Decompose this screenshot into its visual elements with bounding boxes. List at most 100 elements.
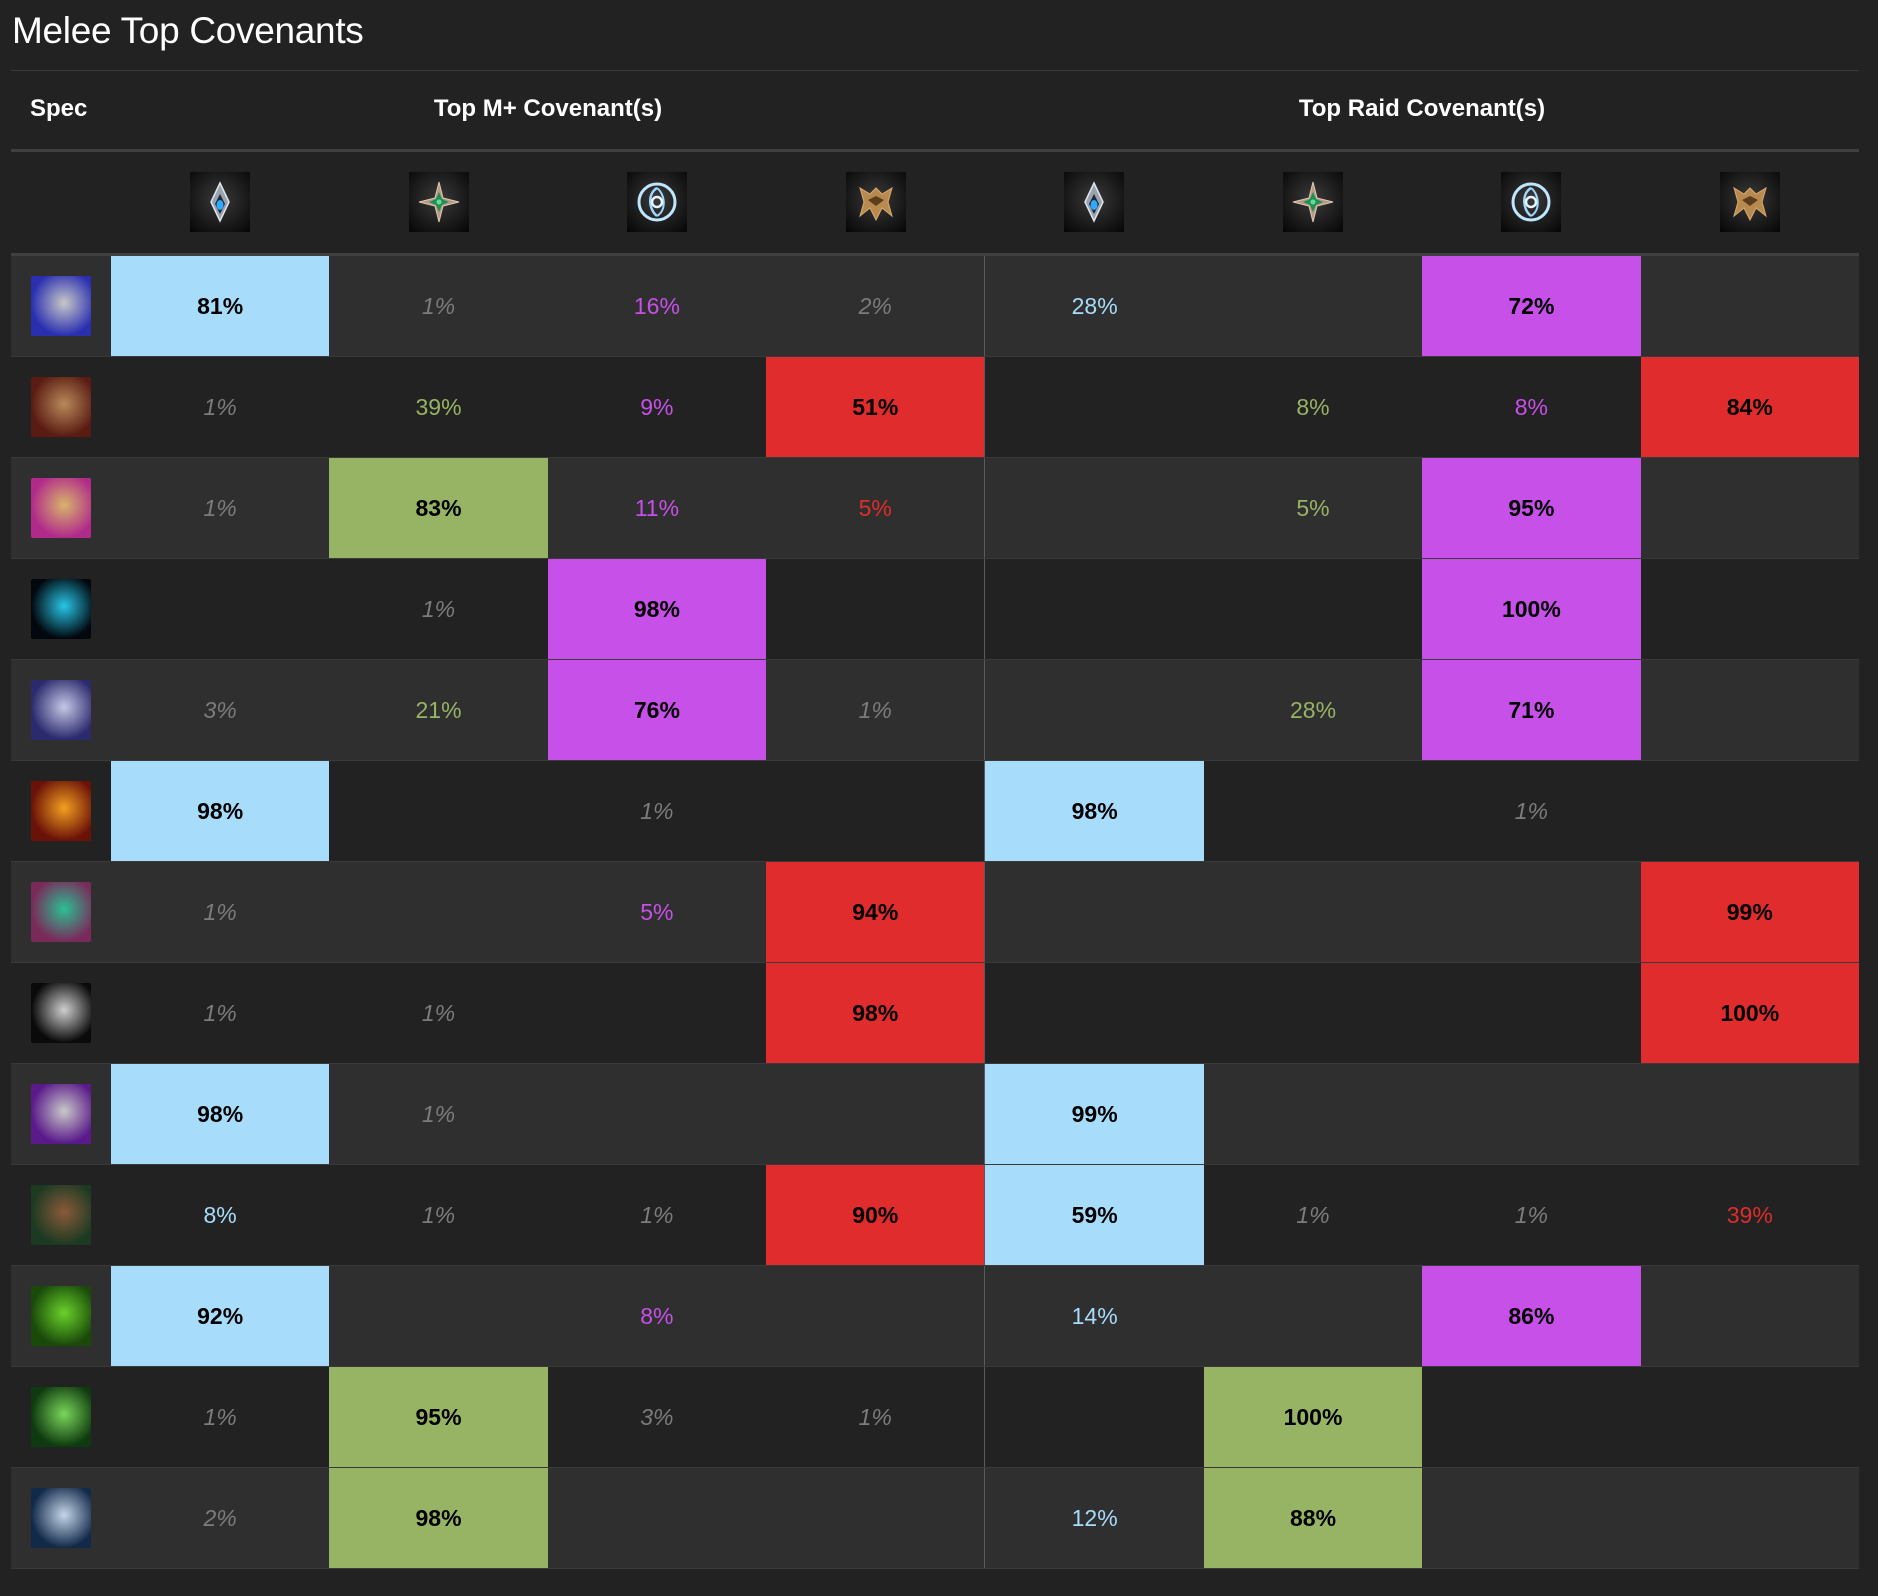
mplus-kyrian-cell: 1% <box>203 494 237 521</box>
spec-cell <box>11 1367 111 1467</box>
raid-night-fae-cell <box>1422 963 1640 1063</box>
table-row: 92% 8% 14% 86% <box>11 1266 1859 1367</box>
header-raid: Top Raid Covenant(s) <box>1298 95 1546 122</box>
mplus-necrolord-cell <box>329 761 547 861</box>
raid-venthyr-cell <box>1641 256 1859 356</box>
spec-cell <box>11 1266 111 1366</box>
raid-necrolord-cell: 8% <box>1296 393 1330 420</box>
mplus-kyrian-cell: 98% <box>110 1064 330 1164</box>
warrior-fury-icon[interactable] <box>30 377 91 437</box>
mplus-necrolord-cell: 39% <box>415 393 462 420</box>
raid-kyrian-cell: 98% <box>984 761 1204 861</box>
spec-cell <box>11 1064 111 1164</box>
mplus-kyrian-cell: 2% <box>203 1504 237 1531</box>
raid-kyrian-cell <box>984 559 1203 659</box>
raid-venthyr-cell <box>1641 1266 1859 1366</box>
raid-kyrian-cell: 12% <box>984 1468 1203 1568</box>
mplus-night-fae-cell <box>548 1468 766 1568</box>
rogue-outlaw-icon[interactable] <box>30 983 91 1043</box>
mplus-venthyr-cell <box>766 761 984 861</box>
mplus-kyrian-cell: 81% <box>110 256 330 356</box>
table-row: 1% 98% 100% <box>11 559 1859 660</box>
table-row: 1% 39% 9% 51% 8% 8% 84% <box>11 357 1859 458</box>
table-row: 2% 98% 12% 88% <box>11 1468 1859 1569</box>
shaman-enhancement-icon[interactable] <box>30 579 91 639</box>
mplus-venthyr-cell: 90% <box>766 1165 985 1265</box>
mplus-necrolord-sigil-icon[interactable] <box>408 172 469 232</box>
mplus-kyrian-crest-icon[interactable] <box>190 172 251 232</box>
table-row: 98% 1% 98% 1% <box>11 761 1859 862</box>
table-row: 3% 21% 76% 1% 28% 71% <box>11 660 1859 761</box>
mplus-necrolord-cell: 1% <box>421 1201 456 1228</box>
paladin-retribution-icon[interactable] <box>30 478 91 538</box>
spec-cell <box>11 862 111 962</box>
raid-venthyr-cell: 100% <box>1640 963 1859 1063</box>
raid-necrolord-sigil-icon[interactable] <box>1282 172 1343 232</box>
raid-kyrian-crest-icon[interactable] <box>1064 172 1125 232</box>
raid-necrolord-cell <box>1204 559 1422 659</box>
raid-night-fae-swirl-icon[interactable] <box>1501 172 1562 232</box>
mplus-kyrian-cell: 8% <box>203 1201 237 1228</box>
table-row: 98% 1% 99% <box>11 1064 1859 1165</box>
raid-necrolord-cell <box>1204 963 1422 1063</box>
raid-kyrian-cell <box>984 357 1203 457</box>
raid-night-fae-cell: 1% <box>1514 797 1549 824</box>
raid-night-fae-cell: 86% <box>1422 1266 1641 1366</box>
raid-night-fae-cell <box>1422 1064 1640 1164</box>
title-divider <box>11 70 1859 71</box>
mplus-venthyr-wings-icon[interactable] <box>845 172 906 232</box>
raid-kyrian-cell: 14% <box>984 1266 1203 1366</box>
page-title: Melee Top Covenants <box>12 10 364 51</box>
raid-venthyr-cell <box>1641 458 1859 558</box>
mplus-kyrian-cell <box>111 559 329 659</box>
raid-necrolord-cell <box>1204 761 1422 861</box>
raid-necrolord-cell <box>1204 1266 1422 1366</box>
mplus-venthyr-cell: 2% <box>858 292 892 319</box>
raid-necrolord-cell: 1% <box>1296 1201 1330 1228</box>
raid-venthyr-cell: 84% <box>1640 357 1859 457</box>
table-row: 8% 1% 1% 90% 59% 1% 1% 39% <box>11 1165 1859 1266</box>
hunter-survival-icon[interactable] <box>30 1488 91 1548</box>
mplus-necrolord-cell: 98% <box>329 1468 548 1568</box>
spec-cell <box>11 357 111 457</box>
rogue-subtlety-icon[interactable] <box>30 1185 91 1245</box>
mplus-venthyr-cell: 5% <box>858 494 892 521</box>
table-header: Spec Top M+ Covenant(s) Top Raid Covenan… <box>11 71 1859 152</box>
raid-kyrian-cell <box>984 862 1203 962</box>
header-mplus: Top M+ Covenant(s) <box>433 95 663 122</box>
mplus-venthyr-cell <box>766 559 984 659</box>
death-knight-unholy-icon[interactable] <box>30 781 91 841</box>
mplus-necrolord-cell: 95% <box>329 1367 548 1467</box>
death-knight-frost-icon[interactable] <box>30 680 91 740</box>
raid-venthyr-cell: 99% <box>1640 862 1859 962</box>
table-body: 81% 1% 16% 2% 28% 72% 1% 39% 9% 51% 8% 8% 84% 1% 83% 11… <box>11 256 1859 1569</box>
mplus-night-fae-cell: 76% <box>547 660 767 760</box>
mplus-night-fae-cell: 1% <box>640 797 674 824</box>
mplus-necrolord-cell: 1% <box>421 595 456 622</box>
mplus-kyrian-cell: 1% <box>203 1403 237 1430</box>
mplus-venthyr-cell <box>766 1468 984 1568</box>
raid-venthyr-wings-icon[interactable] <box>1719 172 1780 232</box>
raid-night-fae-cell <box>1422 1468 1640 1568</box>
mplus-night-fae-cell: 9% <box>640 393 674 420</box>
raid-necrolord-cell: 88% <box>1203 1468 1423 1568</box>
warrior-arms-icon[interactable] <box>30 276 91 336</box>
raid-necrolord-cell <box>1204 862 1422 962</box>
table-row: 81% 1% 16% 2% 28% 72% <box>11 256 1859 357</box>
raid-kyrian-cell: 59% <box>984 1165 1204 1265</box>
raid-night-fae-cell <box>1422 862 1640 962</box>
mplus-necrolord-cell: 1% <box>421 292 456 319</box>
druid-feral-icon[interactable] <box>30 1286 91 1346</box>
table-row: 1% 5% 94% 99% <box>11 862 1859 963</box>
demon-hunter-havoc-icon[interactable] <box>30 882 91 942</box>
mplus-necrolord-cell: 21% <box>415 696 462 723</box>
mplus-venthyr-cell <box>766 1064 984 1164</box>
monk-windwalker-icon[interactable] <box>30 1387 91 1447</box>
mplus-venthyr-cell: 1% <box>858 696 892 723</box>
mplus-night-fae-cell: 3% <box>640 1403 674 1430</box>
mplus-night-fae-swirl-icon[interactable] <box>627 172 688 232</box>
table-row: 1% 1% 98% 100% <box>11 963 1859 1064</box>
rogue-assassination-icon[interactable] <box>30 1084 91 1144</box>
mplus-night-fae-cell: 16% <box>633 292 680 319</box>
mplus-venthyr-cell: 98% <box>766 963 985 1063</box>
